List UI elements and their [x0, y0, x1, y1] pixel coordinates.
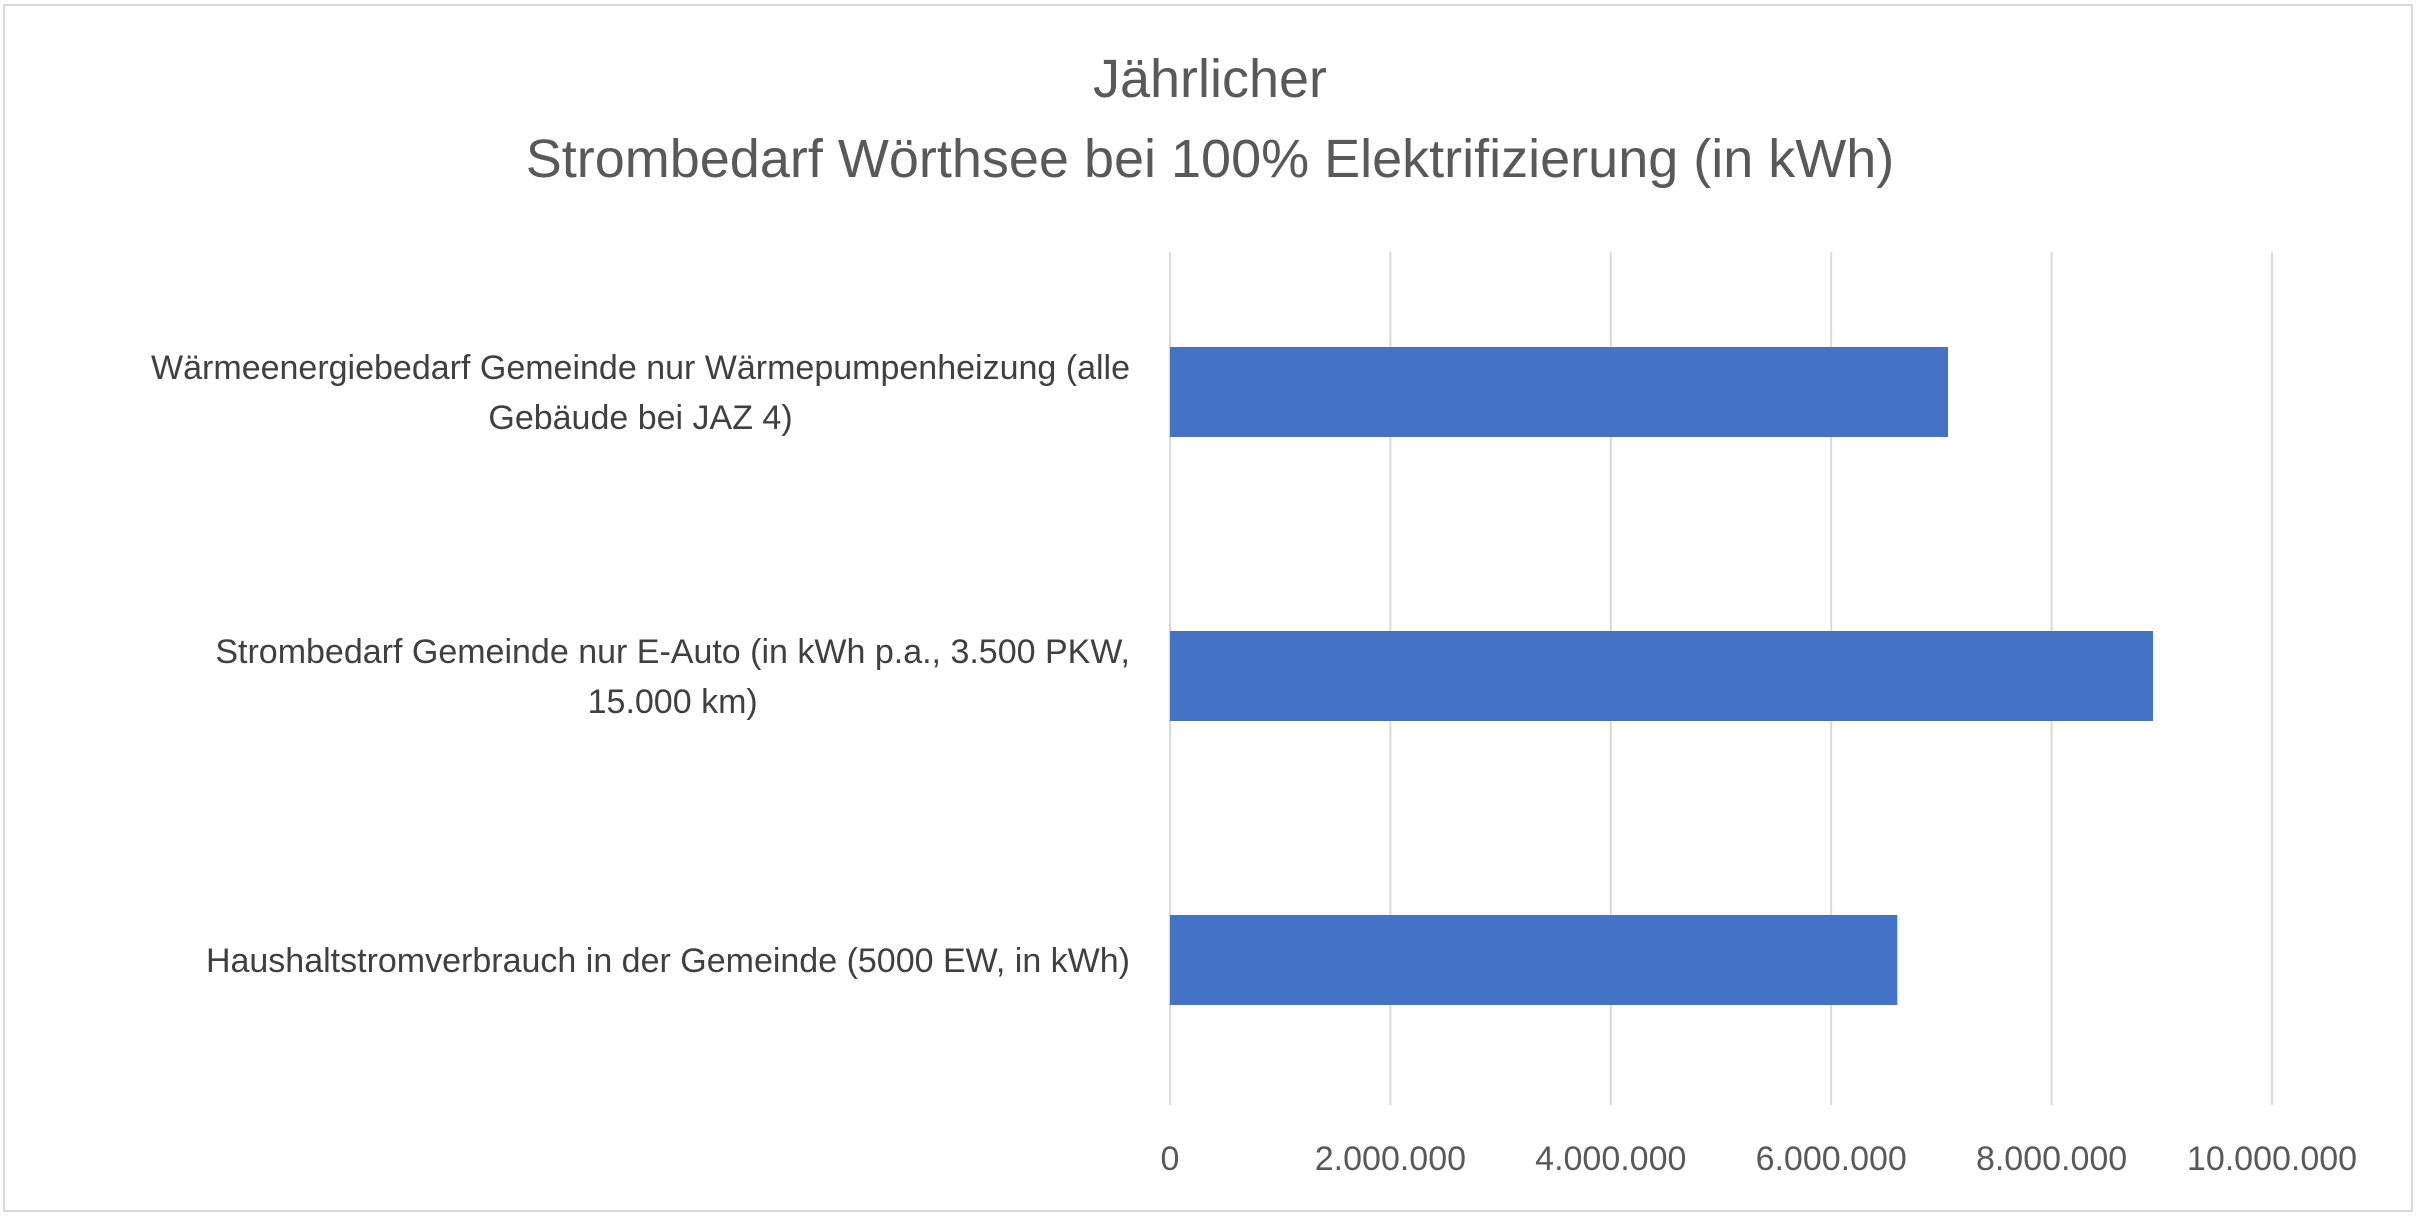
x-tick-label-1: 2.000.000 [1315, 1140, 1466, 1178]
x-tick-label-4: 8.000.000 [1976, 1140, 2127, 1178]
x-tick-label-5: 10.000.000 [2187, 1140, 2357, 1178]
bar-2 [1170, 915, 1898, 1005]
category-label-1-line-1: 15.000 km) [588, 683, 758, 721]
category-label-1-line-0: Strombedarf Gemeinde nur E-Auto (in kWh … [215, 633, 1130, 671]
category-label-0-line-0: Wärmeenergiebedarf Gemeinde nur Wärmepum… [151, 349, 1130, 387]
chart-title-line-2: Strombedarf Wörthsee bei 100% Elektrifiz… [525, 129, 1895, 189]
x-tick-label-3: 6.000.000 [1756, 1140, 1907, 1178]
bar-0 [1170, 347, 1949, 437]
category-label-1: Strombedarf Gemeinde nur E-Auto (in kWh … [215, 633, 1130, 721]
chart-title-line-1: Jährlicher [1092, 49, 1328, 109]
category-label-2-line-0: Haushaltstromverbrauch in der Gemeinde (… [206, 942, 1130, 980]
category-label-0: Wärmeenergiebedarf Gemeinde nur Wärmepum… [151, 349, 1130, 437]
bar-1 [1170, 631, 2153, 721]
chart-frame [3, 4, 2413, 1212]
category-label-0-line-1: Gebäude bei JAZ 4) [488, 399, 792, 437]
x-tick-label-0: 0 [1161, 1140, 1180, 1178]
category-label-2: Haushaltstromverbrauch in der Gemeinde (… [206, 942, 1130, 980]
x-tick-label-2: 4.000.000 [1535, 1140, 1686, 1178]
